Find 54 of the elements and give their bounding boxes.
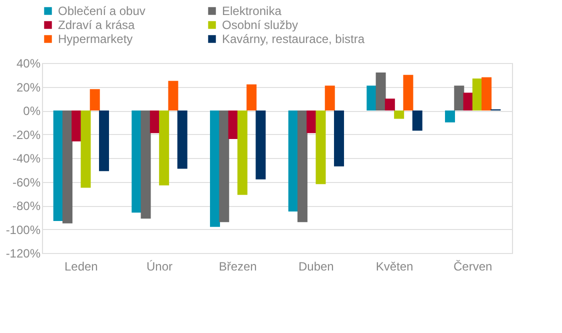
y-tick-label: -20% [12,128,41,142]
bar [90,89,100,110]
bar [159,110,170,186]
y-tick-label: 20% [16,80,41,94]
legend-label: Osobní služby [222,18,298,32]
bar [324,86,335,110]
bar [297,110,308,222]
x-tick-label: Únor [146,260,173,274]
x-tick-label: Březen [218,260,257,274]
bar [403,74,414,110]
legend-label: Zdraví a krása [58,18,136,32]
bar [384,98,395,110]
y-tick-label: -100% [6,222,41,237]
x-tick-label: Červen [453,260,492,274]
bar [463,92,474,110]
y-tick-label: -60% [12,175,41,190]
legend-label: Kavárny, restaurace, bistra [222,32,365,46]
bar [150,110,160,134]
x-tick-label: Duben [298,260,334,274]
bar [334,110,344,166]
bar [72,110,82,142]
bar [132,110,142,213]
bar [237,110,248,195]
bar [168,80,178,110]
bar [177,110,188,169]
bar [140,110,151,219]
bar [444,110,455,122]
bar [376,72,386,110]
bar [306,110,317,134]
bar [256,110,266,180]
legend-label: Oblečení a obuv [58,4,146,18]
bar [482,77,492,110]
bar [454,86,464,110]
x-tick-label: Květen [376,260,414,274]
bar [246,84,257,110]
bar [80,110,91,188]
bar [394,110,404,119]
bar [99,110,110,172]
bar [316,110,326,184]
y-tick-label: 0% [23,104,41,118]
x-tick-label: Leden [64,260,98,274]
bar [210,110,220,227]
legend-label: Elektronika [222,4,282,18]
bar [228,110,238,139]
bar [62,110,72,224]
bar [472,78,482,110]
y-tick-label: 40% [16,56,41,70]
bar [366,86,377,110]
y-tick-label: -40% [12,152,41,166]
legend-label: Hypermarkety [58,32,133,46]
y-tick-label: -120% [6,246,41,260]
bar [412,110,422,131]
y-tick-label: -80% [12,199,41,213]
bar [219,110,230,222]
